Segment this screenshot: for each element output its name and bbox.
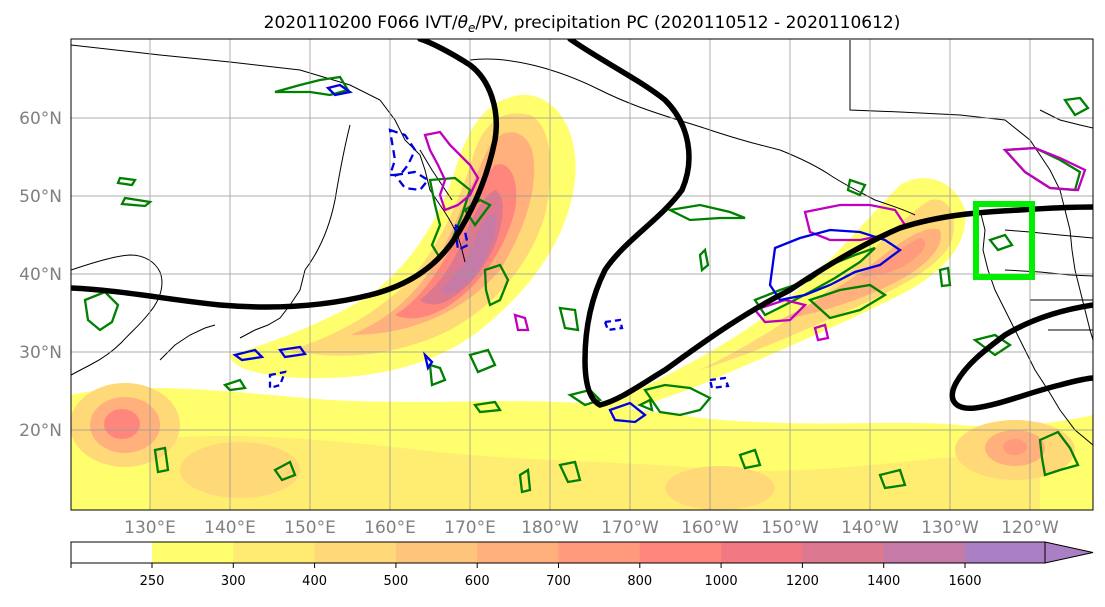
coastline-canada-border [1039, 109, 1093, 129]
pv-contour-west [71, 39, 499, 310]
coastlines [71, 40, 1093, 446]
colorbar-level-label: 1600 [948, 574, 981, 589]
colorbar-level-label: 300 [221, 574, 246, 589]
colorbar-segment-below [71, 542, 152, 563]
pv-contour-southeast [949, 302, 1093, 411]
lon-label: 170°E [444, 518, 496, 538]
ivt-300-tropical-band [150, 435, 1040, 510]
ivt-ar-east-400 [700, 199, 954, 370]
coastline-alaska-canada [849, 40, 1066, 211]
coastline-okhotsk [304, 124, 351, 271]
lon-label: 180°W [521, 518, 579, 538]
colorbar-segment [152, 542, 234, 563]
latitude-labels: 60°N 50°N 40°N 30°N 20°N [19, 109, 62, 441]
theta-cold-contours [232, 83, 902, 424]
colorbar-segment [721, 542, 803, 563]
coastline-siberia [71, 44, 441, 206]
colorbar-level-label: 500 [383, 574, 408, 589]
ivt-ar-west-1400 [440, 214, 496, 294]
lon-label: 130°W [921, 518, 979, 538]
ivt-400-blob [180, 442, 300, 498]
coastline-bering [469, 58, 781, 151]
target-region-box [973, 201, 1035, 280]
lat-label: 60°N [19, 109, 62, 129]
ivt-typhoon-core [104, 409, 140, 439]
lat-label: 40°N [19, 265, 62, 285]
lat-label: 30°N [19, 343, 62, 363]
colorbar-segment [314, 542, 397, 563]
colorbar-level-label: 600 [465, 574, 490, 589]
ivt-400-blob [665, 466, 775, 510]
lat-label: 50°N [19, 187, 62, 207]
lon-label: 160°E [364, 518, 416, 538]
graticule [71, 39, 1093, 510]
lon-label: 140°W [841, 518, 899, 538]
ivt-east-storm-core [1003, 439, 1027, 455]
map-frame [70, 38, 1094, 511]
colorbar-level-label: 800 [627, 574, 652, 589]
colorbar-segment [558, 542, 641, 563]
colorbar-segment [233, 542, 316, 563]
pv-contour-east [567, 39, 1093, 408]
pv-contours [71, 39, 1093, 411]
lon-label: 140°E [204, 518, 256, 538]
colorbar-segment [883, 542, 966, 563]
coastline-aleutian [779, 149, 916, 216]
colorbar-segment [802, 542, 885, 563]
theta-warm-contours [423, 130, 1087, 342]
coastline-korea-japan [239, 269, 306, 339]
figure-title: 2020110200 F066 IVT/θe/PV, precipitation… [264, 13, 901, 35]
lon-label: 150°E [284, 518, 336, 538]
colorbar: 250 300 400 500 600 700 800 1000 1200 1400 1600 [70, 541, 1094, 589]
lat-label: 20°N [19, 421, 62, 441]
colorbar-segment [395, 542, 478, 563]
coastline-east-china-sea [159, 324, 216, 361]
colorbar-level-label: 400 [302, 574, 327, 589]
colorbar-segment [965, 542, 1047, 563]
colorbar-level-label: 1200 [786, 574, 819, 589]
colorbar-level-label: 1000 [705, 574, 738, 589]
lon-label: 170°W [601, 518, 659, 538]
lon-label: 130°E [124, 518, 176, 538]
colorbar-level-label: 700 [546, 574, 571, 589]
colorbar-segment [639, 542, 722, 563]
state-border [1004, 229, 1093, 239]
colorbar-segment [477, 542, 559, 563]
ivt-shading [71, 94, 1093, 510]
colorbar-level-label: 1400 [867, 574, 900, 589]
lon-label: 120°W [1001, 518, 1059, 538]
coastline-us-west [1064, 209, 1093, 341]
precip-contours [83, 75, 1090, 494]
lon-label: 150°W [761, 518, 819, 538]
map-panel [71, 39, 1093, 510]
colorbar-level-label: 250 [140, 574, 165, 589]
lon-label: 160°W [681, 518, 739, 538]
colorbar-extend-arrow [1044, 541, 1094, 564]
longitude-labels: 130°E 140°E 150°E 160°E 170°E 180°W 170°… [124, 518, 1059, 538]
